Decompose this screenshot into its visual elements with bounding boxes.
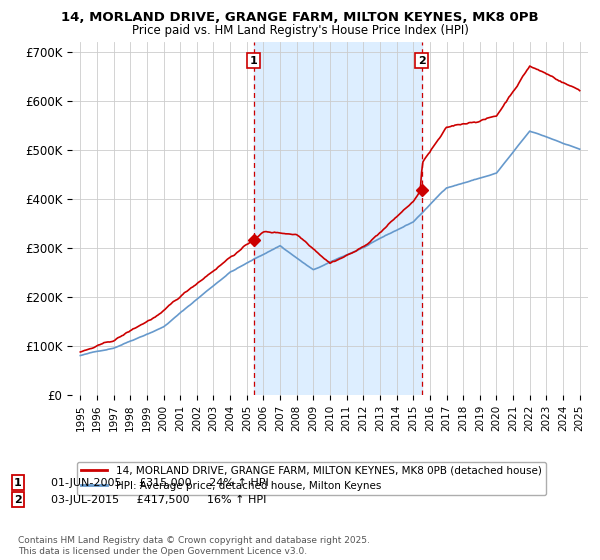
Text: Contains HM Land Registry data © Crown copyright and database right 2025.
This d: Contains HM Land Registry data © Crown c… <box>18 536 370 556</box>
Bar <box>254 42 422 395</box>
Text: 2: 2 <box>418 55 425 66</box>
Text: 1: 1 <box>14 478 22 488</box>
Text: 01-JUN-2005     £315,000     24% ↑ HPI: 01-JUN-2005 £315,000 24% ↑ HPI <box>51 478 269 488</box>
Legend: 14, MORLAND DRIVE, GRANGE FARM, MILTON KEYNES, MK8 0PB (detached house), HPI: Av: 14, MORLAND DRIVE, GRANGE FARM, MILTON K… <box>77 462 546 495</box>
Text: Price paid vs. HM Land Registry's House Price Index (HPI): Price paid vs. HM Land Registry's House … <box>131 24 469 36</box>
Text: 03-JUL-2015     £417,500     16% ↑ HPI: 03-JUL-2015 £417,500 16% ↑ HPI <box>51 494 266 505</box>
Text: 14, MORLAND DRIVE, GRANGE FARM, MILTON KEYNES, MK8 0PB: 14, MORLAND DRIVE, GRANGE FARM, MILTON K… <box>61 11 539 24</box>
Text: 2: 2 <box>14 494 22 505</box>
Text: 1: 1 <box>250 55 257 66</box>
